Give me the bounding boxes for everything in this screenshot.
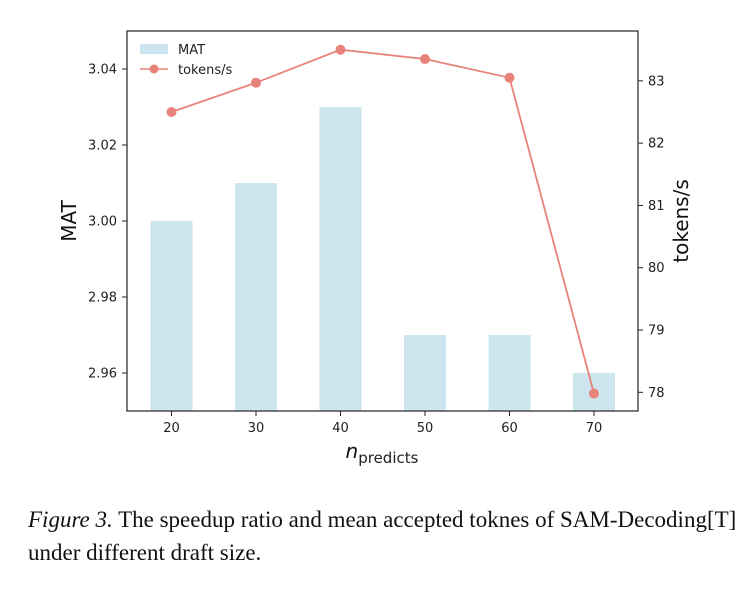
x-tick-label: 70 (586, 421, 603, 436)
tokens-point (251, 77, 261, 88)
plot-frame (126, 30, 639, 412)
y-axis-label-left: MAT (57, 199, 81, 241)
figure-label: Figure 3. (28, 507, 113, 532)
mat-bar (319, 107, 362, 411)
figure-caption: Figure 3. The speedup ratio and mean acc… (28, 503, 740, 569)
y-axis-label-right: tokens/s (669, 179, 693, 263)
legend-swatch-mat (140, 44, 168, 54)
tokens-line (171, 48, 595, 394)
x-axis-label-subscript: predicts (358, 449, 418, 467)
y-tick-label-left: 3.02 (88, 139, 117, 154)
x-tick-label: 60 (501, 421, 518, 436)
y-tick-label-left: 2.96 (88, 367, 117, 382)
mat-bar (150, 221, 193, 411)
y-tick-label-right: 83 (648, 74, 665, 89)
x-axis-label-base: n (346, 439, 359, 463)
legend-label-tokens: tokens/s (178, 63, 233, 78)
x-tick-label: 50 (417, 421, 434, 436)
tokens-line-layer (166, 44, 599, 399)
y-tick-label-right: 78 (648, 386, 665, 401)
y-ticks-right: 78 79 80 81 82 83 (638, 74, 665, 401)
y-tick-label-right: 81 (648, 199, 665, 214)
legend: MAT tokens/s (140, 43, 233, 78)
y-tick-label-left: 2.98 (88, 291, 117, 306)
legend-label-mat: MAT (178, 43, 205, 58)
tokens-point (589, 388, 599, 399)
chart: 20 30 40 50 60 70 2.96 2.98 3.00 3.02 3.04 78 79 80… (57, 30, 693, 467)
tokens-point (504, 72, 515, 83)
x-tick-label: 40 (332, 421, 349, 436)
x-axis-label: npredicts (346, 439, 419, 467)
tokens-point (335, 44, 346, 55)
mat-bar (235, 183, 277, 411)
figure-caption-text: The speedup ratio and mean accepted tokn… (28, 507, 737, 565)
y-tick-label-left: 3.04 (88, 63, 117, 78)
y-tick-label-right: 79 (648, 324, 665, 339)
y-tick-label-right: 80 (648, 261, 665, 276)
bars (150, 107, 615, 411)
tokens-point (420, 54, 430, 65)
legend-swatch-tokens-marker (149, 64, 159, 74)
y-tick-label-left: 3.00 (88, 215, 117, 230)
x-ticks: 20 30 40 50 60 70 (163, 411, 602, 436)
mat-bar (488, 335, 531, 411)
tokens-point (166, 106, 177, 117)
y-tick-label-right: 82 (648, 137, 665, 152)
x-tick-label: 20 (163, 421, 180, 436)
y-ticks-left: 2.96 2.98 3.00 3.02 3.04 (88, 63, 127, 382)
mat-bar (404, 335, 446, 411)
x-tick-label: 30 (248, 421, 265, 436)
